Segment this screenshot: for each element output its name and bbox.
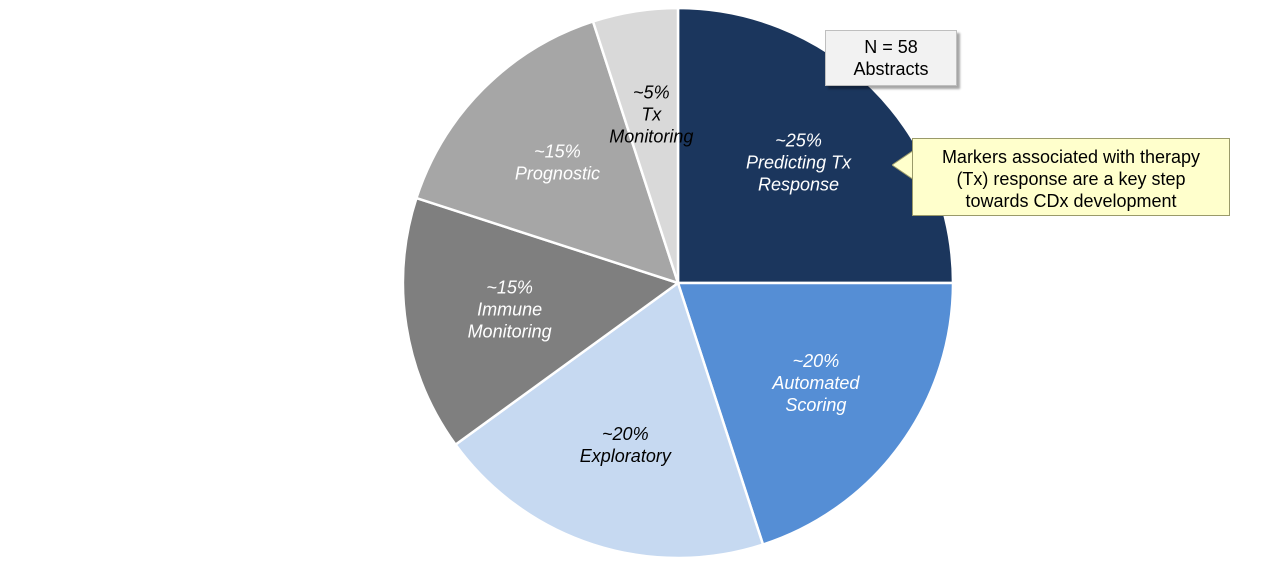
slice-value-label: ~15%	[486, 278, 533, 298]
pie-slice	[453, 280, 765, 560]
pie-slice	[591, 6, 680, 284]
slice-category-label: Exploratory	[580, 446, 672, 466]
slice-category-label: Response	[758, 174, 839, 194]
pie-labels: ~25% Predicting Tx Response~20% Automated Sc…	[468, 83, 861, 467]
slice-value-label: ~20%	[602, 424, 649, 444]
note-callout-pointer	[892, 150, 914, 180]
slice-value-label: ~15%	[534, 141, 581, 161]
slice-category-label: Monitoring	[468, 322, 552, 342]
pie-slice	[401, 196, 681, 447]
pie-slice	[414, 19, 680, 285]
note-line-2: (Tx) response are a key step	[956, 169, 1186, 189]
slice-category-label: Immune	[477, 300, 542, 320]
slice-category-label: Monitoring	[609, 127, 693, 147]
slice-label: ~20% Exploratory	[580, 424, 672, 466]
slice-category-label: Prognostic	[515, 163, 600, 183]
slice-category-label: Tx	[641, 105, 662, 125]
note-callout-box: Markers associated with therapy (Tx) res…	[912, 138, 1230, 216]
pie-slices	[401, 6, 955, 560]
slice-label: ~5% Tx Monitoring	[609, 83, 693, 147]
note-line-3: towards CDx development	[965, 191, 1177, 211]
sample-size-box: N = 58 Abstracts	[825, 30, 957, 86]
slice-value-label: ~5%	[633, 83, 670, 103]
slice-value-label: ~25%	[775, 130, 822, 150]
pie-slice	[676, 281, 955, 547]
slice-category-label: Automated	[771, 373, 860, 393]
slice-category-label: Predicting Tx	[746, 152, 852, 172]
slice-label: ~25% Predicting Tx Response	[746, 130, 852, 194]
slice-label: ~20% Automated Scoring	[771, 351, 860, 415]
slice-value-label: ~20%	[793, 351, 840, 371]
slice-label: ~15% Prognostic	[515, 141, 600, 183]
slice-label: ~15% Immune Monitoring	[468, 278, 552, 342]
sample-size-count: N = 58	[864, 37, 918, 57]
note-line-1: Markers associated with therapy	[941, 147, 1201, 167]
sample-size-unit: Abstracts	[853, 59, 929, 79]
pie-slice	[676, 6, 955, 285]
slice-category-label: Scoring	[785, 395, 846, 415]
